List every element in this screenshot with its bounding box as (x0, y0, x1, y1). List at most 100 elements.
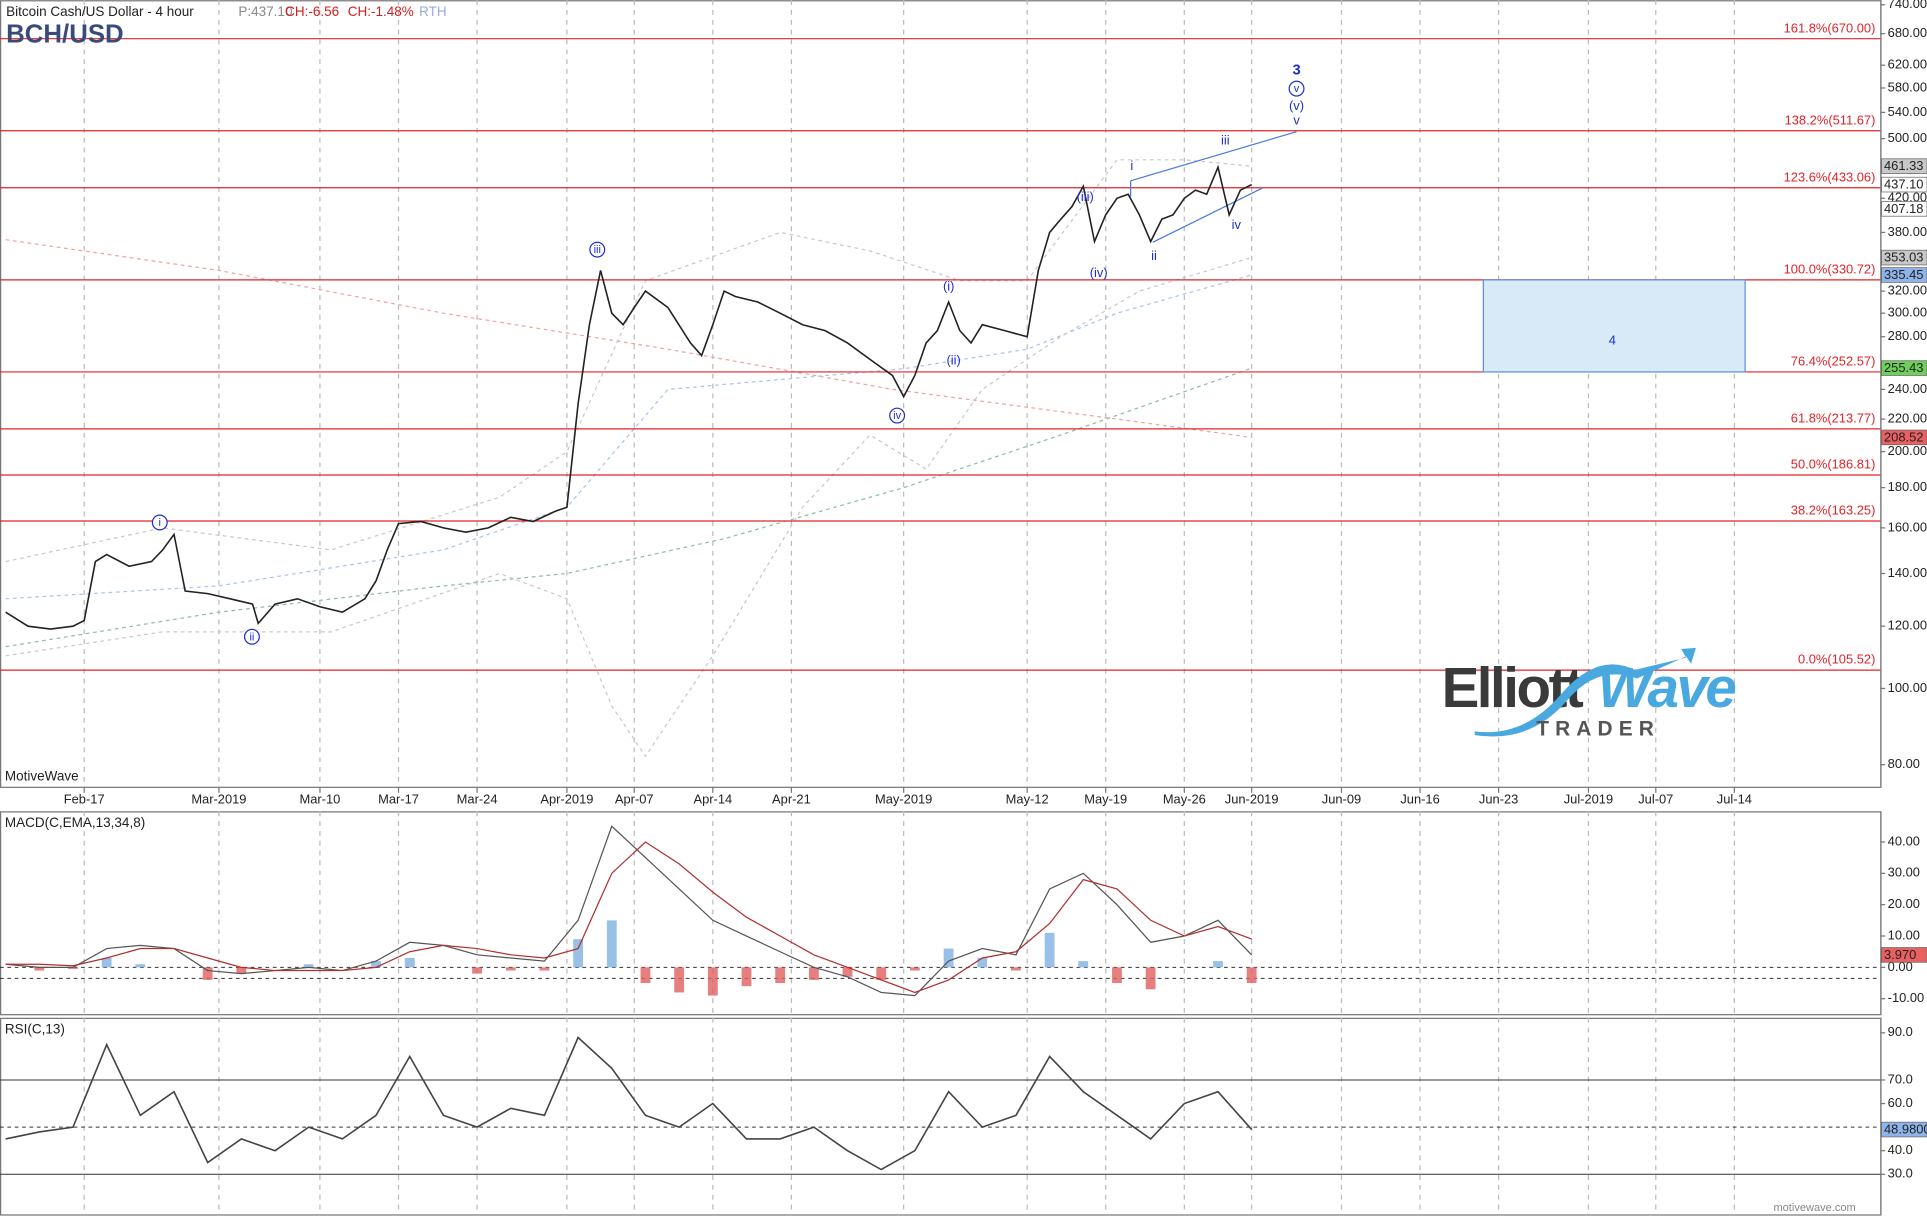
x-tick-label: Mar-24 (457, 792, 498, 807)
axis-tag-label: 48.9800 (1884, 1122, 1927, 1137)
y-tick-label: 200.00 (1888, 443, 1927, 458)
histogram-bar (202, 967, 213, 980)
y-tick-label: 300.00 (1888, 305, 1927, 320)
y-tick-label: -10.00 (1888, 990, 1925, 1005)
histogram-bar (371, 961, 381, 968)
y-tick-label: 160.00 (1888, 519, 1927, 534)
x-tick-label: Apr-07 (615, 792, 654, 807)
histogram-bar (1011, 967, 1021, 971)
axis-tag-label: 353.03 (1884, 250, 1923, 265)
histogram-bar (1145, 967, 1156, 990)
axis-tag-label: 461.33 (1884, 158, 1923, 173)
histogram-bar (842, 967, 853, 977)
quote-price: P:437.10 (238, 4, 292, 19)
histogram-bar (404, 957, 415, 968)
wave-label: ii (1151, 248, 1157, 263)
histogram-bar (236, 967, 247, 974)
x-tick-label: Jul-2019 (1564, 792, 1613, 807)
fib-label: 100.0%(330.72) (1784, 261, 1876, 276)
y-tick-label: 40.0 (1888, 1142, 1913, 1157)
y-tick-label: 500.00 (1888, 130, 1927, 145)
pane-title: MACD(C,EMA,13,34,8) (5, 815, 145, 830)
histogram-bar (1044, 932, 1055, 968)
x-tick-label: Jun-09 (1322, 792, 1361, 807)
histogram-bar (674, 967, 685, 993)
fib-label: 38.2%(163.25) (1791, 503, 1876, 518)
x-tick-label: Jun-2019 (1225, 792, 1279, 807)
y-tick-label: 40.00 (1888, 833, 1920, 848)
histogram-bar (876, 967, 887, 980)
macd-line (5, 825, 1253, 997)
y-tick-label: 80.00 (1888, 756, 1920, 771)
x-tick-label: Feb-17 (64, 792, 105, 807)
fib-label: 123.6%(433.06) (1784, 169, 1876, 184)
quote-session: RTH (419, 4, 447, 19)
x-tick-label: Mar-17 (378, 792, 419, 807)
y-tick-label: 90.0 (1888, 1024, 1913, 1039)
price-line (5, 164, 1253, 630)
wave-label: v (1293, 113, 1300, 128)
y-tick-label: 20.00 (1888, 896, 1920, 911)
watermark-left: MotiveWave (5, 768, 79, 783)
logo: Elliott Wave TRADER (1442, 647, 1738, 741)
y-tick-label: 220.00 (1888, 411, 1927, 426)
y-tick-label: 140.00 (1888, 565, 1927, 580)
histogram-bar (573, 939, 584, 968)
histogram-bar (34, 967, 45, 971)
histogram-bar (472, 967, 483, 974)
wave-label: (v) (1289, 98, 1304, 113)
axis-tag-label: 407.18 (1884, 201, 1923, 216)
y-tick-label: 30.0 (1888, 1166, 1913, 1181)
wave-label: 3 (1292, 63, 1300, 79)
wave-label: iii (594, 244, 601, 256)
wave-label: iv (893, 410, 901, 422)
wave-label: 4 (1609, 333, 1616, 348)
y-tick-label: 380.00 (1888, 224, 1927, 239)
x-tick-label: Apr-21 (772, 792, 811, 807)
histogram-bar (135, 964, 146, 968)
histogram-bar (68, 967, 78, 969)
histogram-bar (909, 967, 920, 971)
y-tick-label: 280.00 (1888, 328, 1927, 343)
y-tick-label: 540.00 (1888, 104, 1927, 119)
histogram-bar (1246, 967, 1257, 984)
logo-swoosh (1474, 647, 1696, 737)
wave-circle (889, 407, 906, 424)
fib-label: 76.4%(252.57) (1791, 354, 1876, 369)
histogram-bar (101, 957, 112, 968)
x-tick-label: Jun-16 (1400, 792, 1439, 807)
fib-label: 161.8%(670.00) (1784, 20, 1876, 35)
histogram-bar (943, 948, 954, 968)
y-tick-label: 620.00 (1888, 57, 1927, 72)
y-tick-label: 70.0 (1888, 1071, 1913, 1086)
chart-subtitle: Bitcoin Cash/US Dollar - 4 hour (6, 4, 194, 19)
macd-line (5, 841, 1252, 994)
y-tick-label: 10.00 (1888, 927, 1920, 942)
wave-circle (1288, 80, 1305, 97)
histogram-bar (775, 967, 786, 984)
channel-line (1130, 131, 1297, 182)
y-tick-label: 680.00 (1888, 25, 1927, 40)
quote-change: CH:-6.56 (285, 4, 339, 19)
x-tick-label: Apr-2019 (540, 792, 593, 807)
wave-label: (ii) (947, 352, 961, 367)
wave-4-box (1482, 279, 1746, 373)
wave-label: i (1130, 158, 1133, 173)
y-tick-label: 60.0 (1888, 1095, 1913, 1110)
axis-tag-label: 3.970 (1884, 947, 1916, 962)
wave-circle (243, 628, 260, 645)
channel-line (1152, 187, 1263, 243)
histogram-bar (1112, 967, 1122, 984)
histogram-bar (505, 967, 516, 971)
x-tick-label: Jul-07 (1638, 792, 1673, 807)
x-tick-label: Mar-10 (300, 792, 341, 807)
y-tick-label: 240.00 (1888, 381, 1927, 396)
y-tick-label: 30.00 (1888, 865, 1920, 880)
moving-average (5, 274, 1252, 600)
price-line (5, 1036, 1253, 1171)
fib-label: 50.0%(186.81) (1791, 457, 1876, 472)
y-tick-label: 180.00 (1888, 479, 1927, 494)
